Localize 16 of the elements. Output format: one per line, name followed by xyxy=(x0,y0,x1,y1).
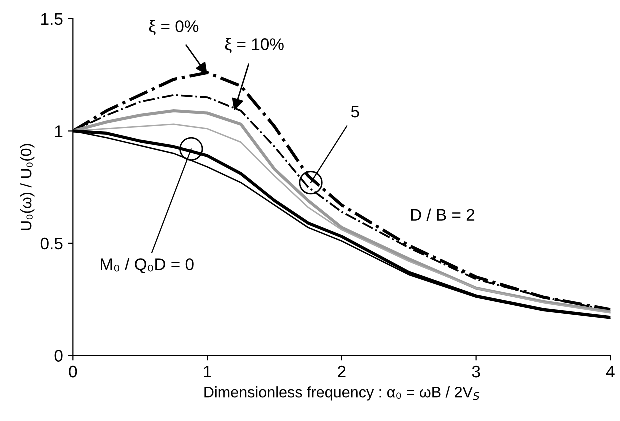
y-tick-label: 0.5 xyxy=(40,238,63,250)
y-axis-title: U₀(ω) / U₀(0) xyxy=(20,144,35,230)
annotation: 5 xyxy=(351,106,360,118)
y-tick-label: 1 xyxy=(55,126,63,138)
x-tick-label: 1 xyxy=(204,366,212,378)
annotation: ξ = 0% xyxy=(149,20,199,36)
annotation: ξ = 10% xyxy=(225,38,284,54)
x-tick-label: 2 xyxy=(338,366,346,378)
y-tick-label: 1.5 xyxy=(42,14,63,26)
y-tick-label: 0 xyxy=(54,350,63,362)
annotation: D / B = 2 xyxy=(411,208,475,222)
annotation: M₀ / Q₀D = 0 xyxy=(101,258,194,274)
x-axis-title: Dimensionless frequency : α₀ = ωB / 2V$_{S}$ xyxy=(204,386,480,401)
x-tick-label: 0 xyxy=(69,366,78,378)
x-tick-label: 3 xyxy=(472,366,480,378)
x-tick-label: 4 xyxy=(606,366,615,378)
